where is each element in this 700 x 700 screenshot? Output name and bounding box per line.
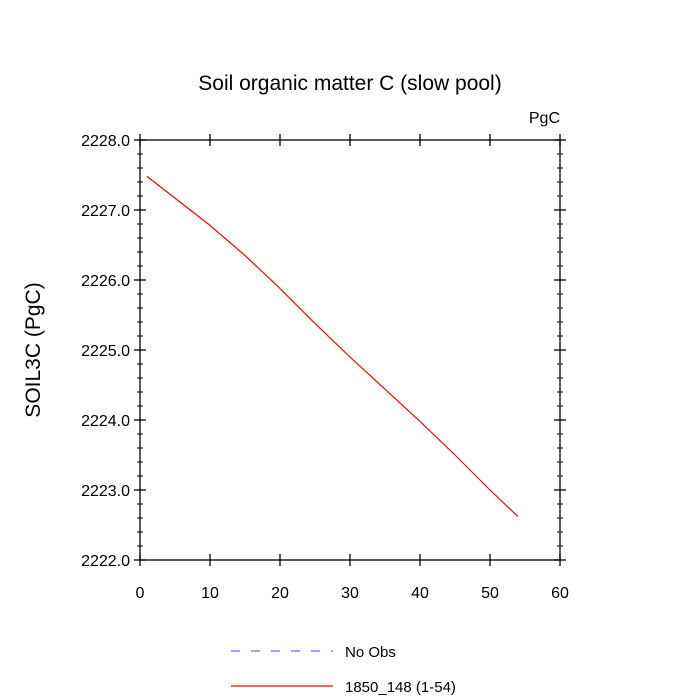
- chart-title: Soil organic matter C (slow pool): [198, 72, 501, 95]
- x-tick-label: 0: [136, 585, 145, 602]
- legend: No Obs 1850_148 (1-54): [231, 644, 456, 696]
- legend-label-0: No Obs: [345, 644, 396, 661]
- x-tick-label: 60: [551, 585, 569, 602]
- plot-axes: 0 10 20 30 40 50 60 2222.0 2223.0 2224.0 2225.0 222…: [81, 133, 569, 602]
- x-tick-label: 40: [411, 585, 429, 602]
- y-axis-label: SOIL3C (PgC): [22, 282, 45, 417]
- units-label: PgC: [529, 110, 560, 127]
- y-tick-label: 2223.0: [81, 483, 130, 500]
- y-tick-label: 2228.0: [81, 133, 130, 150]
- x-tick-label: 50: [481, 585, 499, 602]
- x-tick-label: 20: [271, 585, 289, 602]
- y-tick-label: 2225.0: [81, 343, 130, 360]
- legend-label-1: 1850_148 (1-54): [345, 679, 456, 696]
- y-tick-label: 2226.0: [81, 273, 130, 290]
- y-tick-label: 2222.0: [81, 553, 130, 570]
- y-tick-label: 2224.0: [81, 413, 130, 430]
- x-tick-label: 30: [341, 585, 359, 602]
- plot-series: [146, 175, 519, 518]
- y-tick-label: 2227.0: [81, 203, 130, 220]
- series-line-1: [146, 175, 519, 518]
- x-tick-label: 10: [201, 585, 219, 602]
